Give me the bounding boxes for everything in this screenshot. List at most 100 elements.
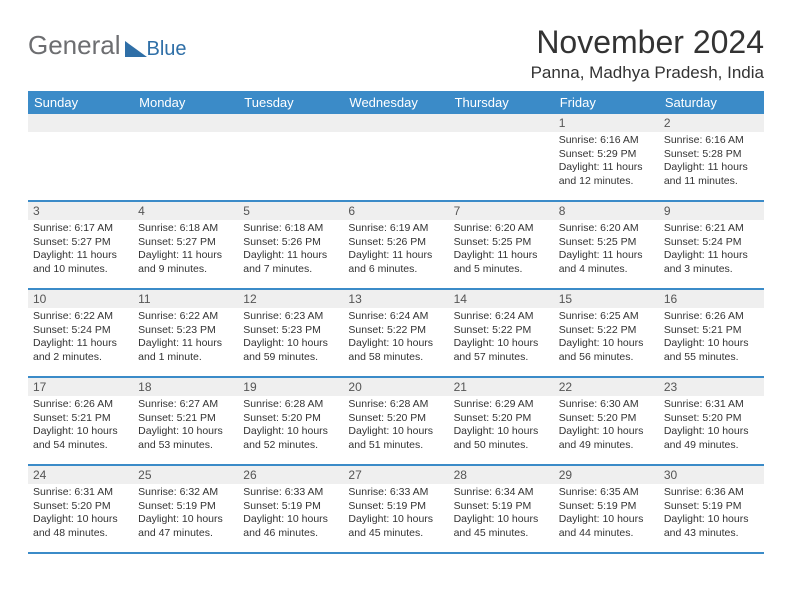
sunrise-text: Sunrise: 6:33 AM: [348, 486, 443, 500]
daylight-text: Daylight: 10 hours and 43 minutes.: [664, 513, 759, 540]
daylight-text: Daylight: 11 hours and 7 minutes.: [243, 249, 338, 276]
header: General Blue November 2024 Panna, Madhya…: [28, 24, 764, 83]
day-number: 2: [659, 114, 764, 132]
day-cell: 12 Sunrise: 6:23 AMSunset: 5:23 PMDayligh…: [238, 290, 343, 376]
sunrise-text: Sunrise: 6:24 AM: [348, 310, 443, 324]
sunset-text: Sunset: 5:20 PM: [454, 412, 549, 426]
daylight-text: Daylight: 10 hours and 46 minutes.: [243, 513, 338, 540]
day-number: 7: [449, 202, 554, 220]
sunrise-text: Sunrise: 6:26 AM: [664, 310, 759, 324]
day-cell: 11Sunrise: 6:22 AMSunset: 5:23 PMDayligh…: [133, 290, 238, 376]
sunrise-text: Sunrise: 6:18 AM: [138, 222, 233, 236]
day-number: 27: [343, 466, 448, 484]
logo-triangle-icon: [125, 41, 147, 57]
day-cell: 8Sunrise: 6:20 AMSunset: 5:25 PMDaylight…: [554, 202, 659, 288]
weekday-friday: Friday: [554, 91, 659, 114]
day-number-empty: [449, 114, 554, 132]
sunset-text: Sunset: 5:23 PM: [138, 324, 233, 338]
daylight-text: Daylight: 11 hours and 9 minutes.: [138, 249, 233, 276]
day-cell: 26Sunrise: 6:33 AMSunset: 5:19 PMDayligh…: [238, 466, 343, 552]
sunset-text: Sunset: 5:25 PM: [559, 236, 654, 250]
day-cell-empty: [238, 114, 343, 200]
daylight-text: Daylight: 10 hours and 52 minutes.: [243, 425, 338, 452]
sunset-text: Sunset: 5:21 PM: [664, 324, 759, 338]
sunset-text: Sunset: 5:25 PM: [454, 236, 549, 250]
day-details: Sunrise: 6:36 AMSunset: 5:19 PMDaylight:…: [664, 486, 759, 541]
daylight-text: Daylight: 10 hours and 48 minutes.: [33, 513, 128, 540]
day-details: Sunrise: 6:26 AMSunset: 5:21 PMDaylight:…: [664, 310, 759, 365]
week-row: 17Sunrise: 6:26 AMSunset: 5:21 PMDayligh…: [28, 378, 764, 466]
sunrise-text: Sunrise: 6:27 AM: [138, 398, 233, 412]
day-details: Sunrise: 6:21 AMSunset: 5:24 PMDaylight:…: [664, 222, 759, 277]
day-cell: 30 Sunrise: 6:36 AMSunset: 5:19 PMDayligh…: [659, 466, 764, 552]
day-details: Sunrise: 6:33 AMSunset: 5:19 PMDaylight:…: [243, 486, 338, 541]
week-row: 10 Sunrise: 6:22 AMSunset: 5:24 PMDayligh…: [28, 290, 764, 378]
daylight-text: Daylight: 10 hours and 59 minutes.: [243, 337, 338, 364]
day-details: Sunrise: 6:35 AMSunset: 5:19 PMDaylight:…: [559, 486, 654, 541]
sunset-text: Sunset: 5:22 PM: [559, 324, 654, 338]
daylight-text: Daylight: 10 hours and 45 minutes.: [454, 513, 549, 540]
sunrise-text: Sunrise: 6:18 AM: [243, 222, 338, 236]
day-cell: 15 Sunrise: 6:25 AMSunset: 5:22 PMDayligh…: [554, 290, 659, 376]
day-cell-empty: [133, 114, 238, 200]
day-details: Sunrise: 6:16 AMSunset: 5:29 PMDaylight:…: [559, 134, 654, 189]
day-number: 9: [659, 202, 764, 220]
day-number: 15: [554, 290, 659, 308]
sunset-text: Sunset: 5:20 PM: [243, 412, 338, 426]
day-number: 12: [238, 290, 343, 308]
day-cell: 14Sunrise: 6:24 AMSunset: 5:22 PMDayligh…: [449, 290, 554, 376]
day-number: 5: [238, 202, 343, 220]
sunrise-text: Sunrise: 6:36 AM: [664, 486, 759, 500]
sunset-text: Sunset: 5:19 PM: [454, 500, 549, 514]
sunset-text: Sunset: 5:22 PM: [454, 324, 549, 338]
day-details: Sunrise: 6:24 AMSunset: 5:22 PMDaylight:…: [348, 310, 443, 365]
day-details: Sunrise: 6:18 AMSunset: 5:26 PMDaylight:…: [243, 222, 338, 277]
daylight-text: Daylight: 10 hours and 50 minutes.: [454, 425, 549, 452]
daylight-text: Daylight: 10 hours and 49 minutes.: [559, 425, 654, 452]
daylight-text: Daylight: 10 hours and 44 minutes.: [559, 513, 654, 540]
weekday-wednesday: Wednesday: [343, 91, 448, 114]
day-details: Sunrise: 6:22 AMSunset: 5:23 PMDaylight:…: [138, 310, 233, 365]
day-number: 19: [238, 378, 343, 396]
day-details: Sunrise: 6:23 AMSunset: 5:23 PMDaylight:…: [243, 310, 338, 365]
day-number: 10: [28, 290, 133, 308]
daylight-text: Daylight: 11 hours and 6 minutes.: [348, 249, 443, 276]
day-details: Sunrise: 6:31 AMSunset: 5:20 PMDaylight:…: [33, 486, 128, 541]
day-cell: 6Sunrise: 6:19 AMSunset: 5:26 PMDaylight…: [343, 202, 448, 288]
day-number: 21: [449, 378, 554, 396]
day-details: Sunrise: 6:22 AMSunset: 5:24 PMDaylight:…: [33, 310, 128, 365]
day-cell: 23Sunrise: 6:31 AMSunset: 5:20 PMDayligh…: [659, 378, 764, 464]
daylight-text: Daylight: 11 hours and 5 minutes.: [454, 249, 549, 276]
day-details: Sunrise: 6:33 AMSunset: 5:19 PMDaylight:…: [348, 486, 443, 541]
daylight-text: Daylight: 10 hours and 47 minutes.: [138, 513, 233, 540]
sunrise-text: Sunrise: 6:16 AM: [559, 134, 654, 148]
sunrise-text: Sunrise: 6:35 AM: [559, 486, 654, 500]
day-number: 30: [659, 466, 764, 484]
daylight-text: Daylight: 11 hours and 4 minutes.: [559, 249, 654, 276]
day-details: Sunrise: 6:30 AMSunset: 5:20 PMDaylight:…: [559, 398, 654, 453]
day-number-empty: [343, 114, 448, 132]
day-number: 17: [28, 378, 133, 396]
daylight-text: Daylight: 11 hours and 10 minutes.: [33, 249, 128, 276]
day-cell: 9 Sunrise: 6:21 AMSunset: 5:24 PMDaylight…: [659, 202, 764, 288]
day-details: Sunrise: 6:31 AMSunset: 5:20 PMDaylight:…: [664, 398, 759, 453]
sunset-text: Sunset: 5:27 PM: [33, 236, 128, 250]
sunset-text: Sunset: 5:26 PM: [348, 236, 443, 250]
sunset-text: Sunset: 5:24 PM: [33, 324, 128, 338]
day-cell: 28Sunrise: 6:34 AMSunset: 5:19 PMDayligh…: [449, 466, 554, 552]
day-cell: 3Sunrise: 6:17 AMSunset: 5:27 PMDaylight…: [28, 202, 133, 288]
day-cell: 27 Sunrise: 6:33 AMSunset: 5:19 PMDayligh…: [343, 466, 448, 552]
sunrise-text: Sunrise: 6:31 AM: [664, 398, 759, 412]
weekday-tuesday: Tuesday: [238, 91, 343, 114]
day-cell: 25Sunrise: 6:32 AMSunset: 5:19 PMDayligh…: [133, 466, 238, 552]
day-details: Sunrise: 6:25 AMSunset: 5:22 PMDaylight:…: [559, 310, 654, 365]
sunset-text: Sunset: 5:19 PM: [664, 500, 759, 514]
day-number: 22: [554, 378, 659, 396]
day-cell-empty: [28, 114, 133, 200]
daylight-text: Daylight: 10 hours and 54 minutes.: [33, 425, 128, 452]
logo-text-general: General: [28, 30, 121, 61]
daylight-text: Daylight: 10 hours and 58 minutes.: [348, 337, 443, 364]
day-number: 1: [554, 114, 659, 132]
day-number: 25: [133, 466, 238, 484]
sunset-text: Sunset: 5:22 PM: [348, 324, 443, 338]
